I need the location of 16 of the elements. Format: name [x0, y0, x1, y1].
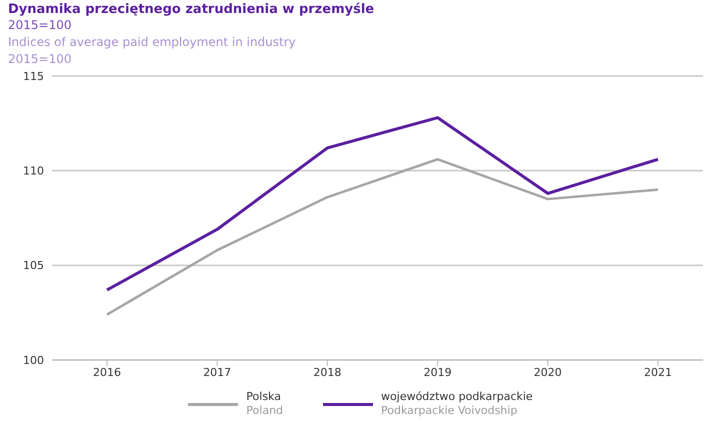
legend-label: Polska Poland — [246, 390, 284, 418]
chart-title: Dynamika przeciętnego zatrudnienia w przemyśle — [8, 2, 376, 17]
line-series — [106, 116, 660, 292]
legend-label: województwo podkarpackie Podkarpackie Voivodship — [381, 390, 533, 418]
chart-subtitle: 2015=100 Indices of average paid employment in industry 2015=100 — [8, 17, 297, 68]
y-tick-label: 110 — [23, 164, 44, 178]
x-tick-label: 2017 — [203, 366, 232, 379]
x-tick-label: 2020 — [534, 366, 562, 379]
y-tick-label: 115 — [23, 70, 44, 83]
x-tick-label: 2021 — [644, 366, 672, 379]
y-tick-label: 100 — [23, 354, 44, 367]
x-tick-label: 2019 — [424, 366, 452, 379]
x-tick-label: 2018 — [313, 366, 342, 379]
line-series — [106, 158, 660, 316]
x-tick-label: 2016 — [93, 366, 121, 379]
y-tick-label: 105 — [23, 259, 44, 272]
